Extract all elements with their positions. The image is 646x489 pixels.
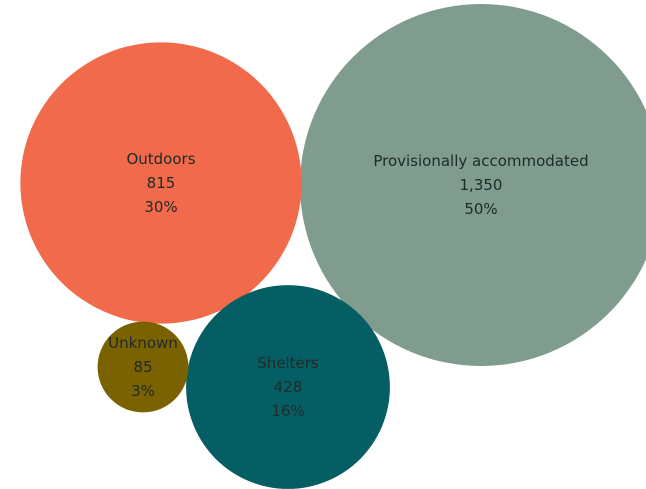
bubble-outdoors[interactable]: Outdoors 815 30% <box>20 42 302 324</box>
bubble-shelters[interactable]: Shelters 428 16% <box>186 285 390 489</box>
value-label-unknown: 85 <box>133 358 152 376</box>
value-label-provisionally-accommodated: 1,350 <box>460 176 503 194</box>
category-label-unknown: Unknown <box>108 334 178 352</box>
percent-label-provisionally-accommodated: 50% <box>464 200 497 218</box>
value-label-shelters: 428 <box>274 378 303 396</box>
category-label-outdoors: Outdoors <box>126 150 195 168</box>
percent-label-shelters: 16% <box>271 402 304 420</box>
percent-label-outdoors: 30% <box>144 198 177 216</box>
bubble-mark-shelters[interactable] <box>186 285 390 489</box>
value-label-outdoors: 815 <box>147 174 176 192</box>
category-label-provisionally-accommodated: Provisionally accommodated <box>373 152 588 170</box>
category-label-shelters: Shelters <box>257 354 319 372</box>
bubble-provisionally-accommodated[interactable]: Provisionally accommodated 1,350 50% <box>300 4 646 366</box>
bubble-mark-unknown[interactable] <box>97 321 189 413</box>
bubble-mark-provisionally-accommodated[interactable] <box>300 4 646 366</box>
percent-label-unknown: 3% <box>131 382 155 400</box>
bubble-unknown[interactable]: Unknown 85 3% <box>97 321 189 413</box>
bubble-mark-outdoors[interactable] <box>20 42 302 324</box>
